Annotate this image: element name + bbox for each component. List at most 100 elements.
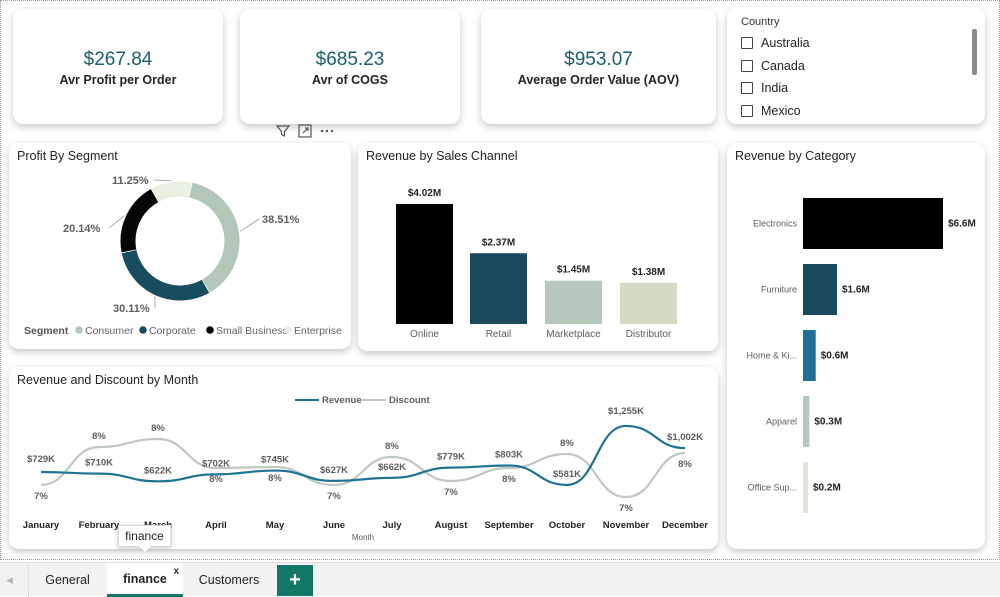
revenue-data-label: $662K: [378, 462, 406, 473]
slicer-item-canada[interactable]: Canada: [741, 57, 805, 75]
donut-data-label: 38.51%: [262, 214, 300, 226]
bar-data-label: $2.37M: [482, 237, 515, 248]
x-tick-label: Marketplace: [546, 329, 601, 340]
x-tick-label: May: [266, 520, 285, 531]
slicer-title: Country: [741, 16, 780, 28]
close-icon[interactable]: x: [173, 566, 179, 577]
x-tick-label: April: [205, 520, 227, 531]
kpi-card-avg-cogs[interactable]: $685.23 Avr of COGS: [240, 9, 460, 124]
focus-mode-icon[interactable]: [297, 123, 313, 139]
bar-category[interactable]: [803, 264, 837, 315]
discount-data-label: 7%: [619, 503, 633, 514]
kpi-card-avg-profit[interactable]: $267.84 Avr Profit per Order: [13, 9, 223, 124]
tab-label: finance: [123, 572, 167, 586]
bar-retail[interactable]: [470, 253, 527, 324]
checkbox[interactable]: [741, 82, 753, 94]
bar-data-label: $0.2M: [813, 483, 841, 494]
checkbox[interactable]: [741, 60, 753, 72]
bar-data-label: $0.6M: [821, 351, 849, 362]
slicer-item-label: Mexico: [761, 104, 801, 118]
bar-category[interactable]: [803, 396, 809, 447]
kpi-label: Average Order Value (AOV): [481, 73, 716, 87]
revenue-data-label: $729K: [27, 454, 55, 465]
revenue-data-label: $622K: [144, 465, 172, 476]
bar-category[interactable]: [803, 198, 943, 249]
slicer-item-label: Australia: [761, 36, 810, 50]
x-tick-label: Retail: [486, 329, 512, 340]
slicer-scrollbar[interactable]: [972, 29, 977, 75]
kpi-label: Avr Profit per Order: [13, 73, 223, 87]
y-tick-label: Home & Ki...: [746, 351, 797, 361]
channel-bar-chart: $4.02MOnline$2.37MRetail$1.45MMarketplac…: [358, 143, 718, 351]
bar-data-label: $4.02M: [408, 188, 441, 199]
legend-entry[interactable]: Small Business: [216, 325, 288, 337]
bar-marketplace[interactable]: [545, 281, 602, 324]
tab-customers[interactable]: Customers: [184, 563, 274, 597]
bar-category[interactable]: [803, 330, 816, 381]
donut-data-label: 30.11%: [113, 303, 150, 315]
donut-slice-enterprise[interactable]: [155, 189, 190, 195]
kpi-card-aov[interactable]: $953.07 Average Order Value (AOV): [481, 9, 716, 124]
revenue-data-label: $627K: [320, 465, 348, 476]
checkbox[interactable]: [741, 105, 753, 117]
x-tick-label: December: [662, 520, 708, 531]
revenue-data-label: $745K: [261, 455, 289, 466]
kpi-value: $267.84: [13, 49, 223, 71]
filter-icon[interactable]: [275, 123, 291, 139]
legend-entry-revenue[interactable]: Revenue: [322, 395, 362, 406]
country-slicer[interactable]: Country Australia Canada India Mexico: [727, 7, 985, 124]
donut-slice-corporate[interactable]: [129, 252, 205, 293]
page-tab-bar: ◀ General finance x Customers +: [0, 562, 1000, 596]
legend-entry[interactable]: Enterprise: [294, 325, 342, 337]
legend-title: Segment: [24, 325, 69, 337]
donut-slice-small-business[interactable]: [128, 196, 155, 251]
profit-by-segment-card[interactable]: Profit By Segment 38.51%30.11%20.14%11.2…: [9, 143, 351, 349]
tab-finance[interactable]: finance x: [107, 563, 183, 597]
y-tick-label: Apparel: [766, 417, 797, 427]
legend-entry[interactable]: Consumer: [85, 325, 134, 337]
bar-data-label: $6.6M: [948, 219, 976, 230]
checkbox[interactable]: [741, 37, 753, 49]
donut-leader-line: [109, 215, 125, 228]
bar-data-label: $1.45M: [557, 265, 590, 276]
tab-general[interactable]: General: [28, 563, 106, 597]
discount-data-label: 7%: [327, 491, 341, 502]
bar-online[interactable]: [396, 204, 453, 324]
discount-data-label: 8%: [560, 438, 574, 449]
slicer-item-india[interactable]: India: [741, 79, 788, 97]
kpi-value: $953.07: [481, 49, 716, 71]
legend-entry-discount[interactable]: Discount: [389, 395, 430, 406]
revenue-data-label: $710K: [85, 458, 113, 469]
donut-chart: 38.51%30.11%20.14%11.25% Segment Consume…: [9, 143, 351, 349]
x-tick-label: January: [23, 520, 60, 531]
x-tick-label: September: [484, 520, 533, 531]
report-canvas: $267.84 Avr Profit per Order $685.23 Avr…: [0, 0, 1000, 560]
kpi-label: Avr of COGS: [240, 73, 460, 87]
scroll-left-icon[interactable]: ◀: [6, 575, 13, 586]
slicer-item-mexico[interactable]: Mexico: [741, 102, 801, 120]
revenue-data-label: $1,002K: [667, 432, 703, 443]
slicer-item-australia[interactable]: Australia: [741, 34, 810, 52]
revenue-line[interactable]: [41, 426, 685, 485]
bar-distributor[interactable]: [620, 283, 677, 324]
legend-entry[interactable]: Corporate: [149, 325, 196, 337]
add-page-icon[interactable]: +: [277, 565, 313, 596]
discount-data-label: 8%: [502, 474, 516, 485]
legend-marker: [206, 326, 214, 334]
slicer-item-label: Canada: [761, 59, 805, 73]
discount-data-label: 8%: [678, 459, 692, 470]
donut-data-label: 11.25%: [112, 175, 149, 187]
x-tick-label: February: [79, 520, 120, 531]
bar-category[interactable]: [803, 462, 808, 513]
y-tick-label: Electronics: [753, 219, 798, 229]
discount-data-label: 7%: [444, 487, 458, 498]
discount-data-label: 8%: [209, 474, 223, 485]
more-options-icon[interactable]: [319, 123, 335, 139]
bar-data-label: $0.3M: [814, 417, 842, 428]
discount-line[interactable]: [41, 439, 685, 497]
donut-slice-consumer[interactable]: [191, 190, 232, 286]
